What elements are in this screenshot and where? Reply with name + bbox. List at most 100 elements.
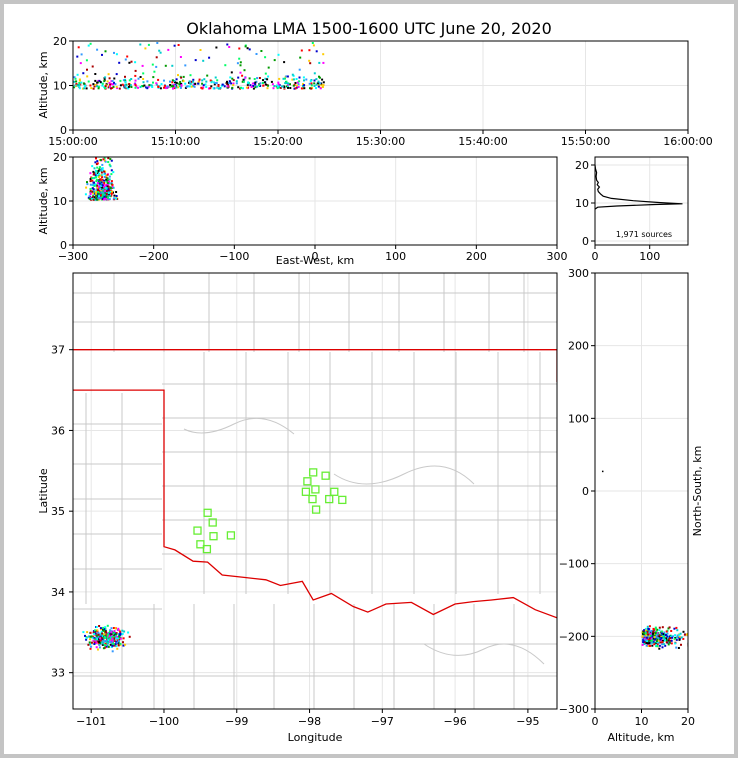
lightning-source-point (104, 50, 107, 53)
lightning-source-point (646, 630, 649, 633)
lightning-source-point (101, 84, 104, 87)
lightning-source-point (656, 632, 659, 635)
lightning-source-point (119, 79, 122, 82)
lightning-source-point (652, 632, 655, 635)
lightning-source-point (291, 78, 294, 81)
lightning-source-point (201, 79, 204, 82)
lightning-source-point (78, 79, 81, 82)
lightning-source-point (104, 189, 107, 192)
lightning-source-point (109, 188, 112, 191)
lightning-source-point (667, 639, 670, 642)
lightning-source-point (96, 162, 99, 165)
lightning-source-point (104, 192, 107, 195)
lightning-source-point (92, 630, 95, 633)
lightning-source-point (247, 86, 250, 89)
lightning-source-point (651, 644, 654, 647)
lightning-source-point (103, 640, 106, 643)
lightning-source-point (302, 85, 305, 88)
lightning-source-point (80, 53, 83, 56)
lightning-source-point (264, 83, 267, 86)
lightning-source-point (139, 76, 142, 78)
ew-altitude-y-tick-label: 10 (53, 195, 67, 208)
ew-altitude-y-tick-label: 20 (53, 151, 67, 164)
lightning-source-point (94, 174, 97, 177)
lightning-source-point (151, 86, 154, 88)
lightning-source-point (210, 81, 213, 84)
lightning-source-point (114, 83, 117, 86)
lightning-source-point (209, 87, 212, 90)
lightning-source-point (101, 195, 104, 198)
histogram-y-tick-label: 20 (575, 159, 589, 172)
lightning-source-point (98, 181, 100, 184)
lightning-source-point (214, 76, 217, 79)
lightning-source-point (102, 647, 105, 650)
lightning-source-point (173, 44, 176, 47)
lightning-source-point (96, 198, 99, 201)
lightning-source-point (107, 192, 110, 195)
lightning-source-point (80, 81, 83, 84)
lightning-source-point (658, 634, 661, 637)
lightning-source-point (89, 188, 92, 190)
lightning-source-point (124, 78, 127, 81)
lightning-source-point (651, 639, 654, 642)
lightning-source-point (232, 82, 235, 85)
lightning-source-point (106, 624, 109, 627)
lightning-source-point (101, 642, 104, 645)
lightning-source-point (184, 64, 187, 67)
lightning-source-point (647, 633, 650, 636)
lightning-source-point (112, 186, 115, 189)
lightning-source-point (85, 186, 88, 189)
lightning-source-point (259, 82, 262, 85)
lightning-source-point (73, 86, 75, 89)
lightning-source-point (78, 87, 81, 90)
lightning-source-point (102, 169, 105, 172)
lightning-source-point (276, 87, 279, 90)
lightning-source-point (75, 85, 78, 87)
lightning-source-point (312, 44, 315, 47)
lightning-source-point (104, 634, 107, 637)
lightning-source-point (270, 80, 273, 83)
lightning-source-point (88, 195, 91, 198)
lightning-source-point (85, 637, 88, 640)
lightning-source-point (110, 87, 112, 90)
lightning-source-point (101, 82, 104, 85)
lightning-source-point (145, 86, 148, 89)
lightning-source-point (667, 638, 670, 641)
lightning-source-point (98, 172, 101, 175)
lightning-source-point (99, 627, 102, 630)
lightning-source-point (93, 196, 96, 199)
lightning-source-point (182, 75, 185, 78)
lightning-source-point (110, 83, 113, 85)
lightning-source-point (118, 641, 121, 644)
lightning-source-point (682, 630, 685, 633)
county-boundary (423, 643, 545, 665)
lightning-source-point (169, 80, 171, 83)
time-altitude-y-tick-label: 10 (53, 80, 67, 93)
lightning-source-point (97, 648, 99, 651)
lightning-source-point (244, 76, 247, 79)
ew-altitude-x-tick-label: −300 (58, 250, 88, 263)
lightning-source-point (201, 82, 204, 85)
lightning-source-point (267, 84, 269, 87)
plan-view-y-tick-label: 37 (51, 344, 65, 357)
lightning-source-point (221, 83, 224, 86)
lightning-source-point (110, 641, 112, 644)
lightning-source-point (673, 627, 676, 630)
lightning-source-point (90, 641, 93, 644)
lightning-source-point (74, 84, 77, 87)
lightning-source-point (97, 85, 100, 88)
lightning-source-point (95, 189, 98, 192)
lightning-source-point (656, 635, 658, 638)
lightning-source-point (204, 83, 207, 86)
lightning-source-point (85, 87, 88, 90)
lightning-source-point (311, 42, 314, 44)
lightning-source-point (76, 73, 79, 76)
lightning-source-point (184, 86, 187, 89)
lightning-source-point (129, 84, 132, 87)
lightning-source-point (114, 643, 117, 646)
lightning-source-point (664, 644, 667, 647)
lightning-source-point (109, 85, 112, 88)
alt-ns-x-tick-label: 0 (592, 715, 599, 728)
lma-station-marker (203, 508, 212, 517)
lightning-source-point (104, 186, 107, 189)
